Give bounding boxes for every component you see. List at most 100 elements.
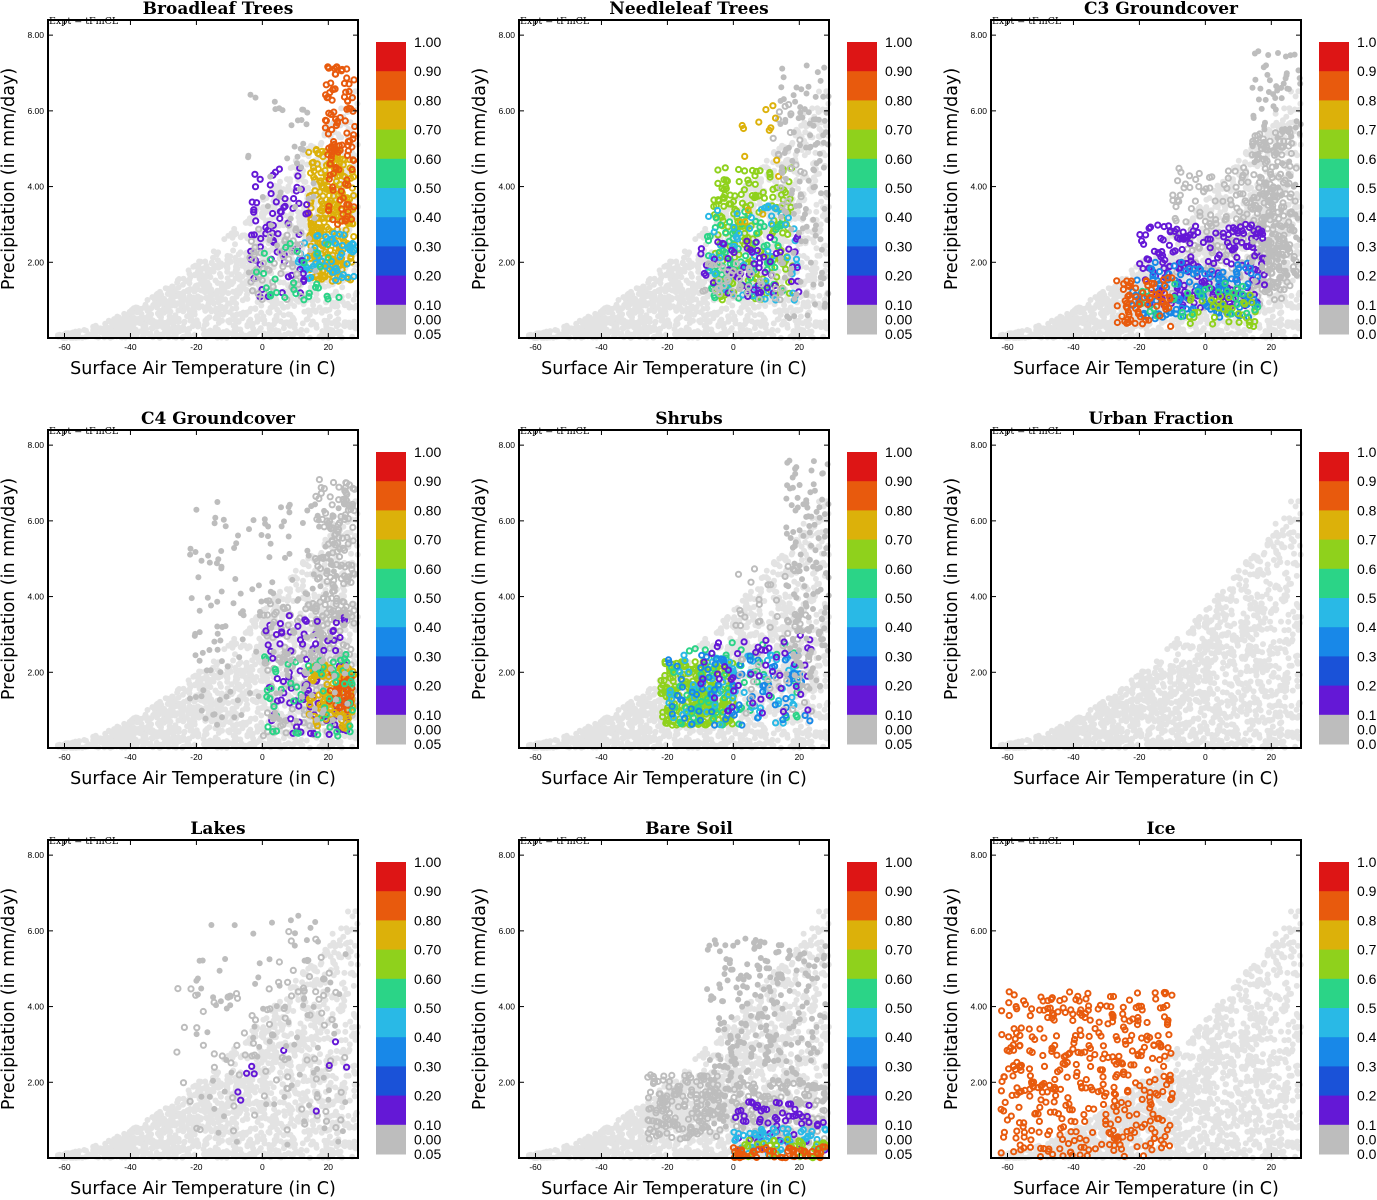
x-tick-label: -60 [58,342,71,352]
background-point [729,302,736,309]
background-point [313,324,320,331]
data-point [304,109,311,116]
data-point [816,157,823,164]
colorbar-label: 0.10 [414,297,441,313]
background-point [656,300,663,307]
background-point [589,323,596,330]
background-point [220,282,227,289]
y-axis-label: Precipitation (in mm/day) [470,68,490,290]
colorbar-label: 1.00 [885,34,912,50]
background-point [687,270,694,277]
background-point [257,325,264,332]
background-point [572,330,579,337]
background-point [259,205,266,212]
data-point [799,114,806,121]
background-point [232,266,239,273]
data-point [805,109,812,116]
data-point [821,303,828,310]
data-point [779,65,786,72]
colorbar-label: 0.90 [414,63,441,79]
background-point [232,241,238,248]
scatter-points [54,63,361,341]
background-point [702,322,709,329]
data-point [777,97,784,104]
data-point [821,205,828,212]
background-point [737,328,744,335]
data-point [245,152,252,159]
background-point [728,325,735,332]
colorbar-swatch [376,42,406,72]
data-point [800,215,807,222]
background-point [816,252,823,259]
y-tick-label: 4.00 [27,182,44,192]
background-point [249,320,256,327]
background-point [693,304,700,311]
background-point [794,324,801,330]
data-point [284,155,291,162]
data-point [294,241,301,248]
colorbar-label: 0.60 [885,151,912,167]
data-point [818,281,825,288]
colorbar-label: 0.10 [885,297,912,313]
data-point [294,117,301,124]
data-point [797,142,803,149]
background-point [675,269,682,276]
background-point [231,317,238,324]
background-point [335,316,342,323]
colorbar-label: 0.20 [885,268,912,284]
background-point [816,126,823,132]
background-point [232,330,239,337]
background-point [274,306,281,313]
data-point [810,184,817,191]
panel-title: Broadleaf Trees [143,0,294,19]
background-point [594,311,601,318]
background-point [161,330,168,337]
colorbar-swatch [376,275,406,306]
background-point [664,317,671,324]
background-point [747,185,754,192]
data-point [296,186,303,193]
data-point [289,260,296,267]
colorbar-swatch [847,158,877,189]
y-tick-label: 8.00 [27,30,44,40]
background-point [779,321,786,328]
background-point [582,331,589,338]
background-point [102,324,109,331]
background-point [745,330,751,337]
x-tick-label: -60 [529,342,542,352]
background-point [632,330,639,337]
background-point [729,316,736,322]
data-point [821,64,828,71]
data-point [818,190,824,197]
data-point [788,265,795,272]
background-point [651,275,658,282]
background-point [225,317,232,324]
background-point [717,308,724,315]
background-point [812,269,819,276]
y-tick-label: 6.00 [27,106,44,116]
background-point [620,294,627,301]
data-point [788,226,795,233]
background-point [554,327,560,334]
background-point [152,302,159,309]
background-point [162,285,169,292]
background-point [323,307,330,313]
background-point [258,302,265,309]
colorbar-label: 0.50 [414,180,441,196]
background-point [284,188,291,194]
background-point [810,174,817,181]
background-point [691,282,698,289]
data-point [247,91,254,98]
background-point [799,320,806,327]
data-point [805,83,812,90]
data-point [271,98,278,105]
background-point [231,225,238,232]
data-point [807,259,814,266]
background-point [258,309,265,316]
colorbar-label: 0.40 [885,209,912,225]
background-point [351,267,358,274]
background-point [212,324,219,331]
data-point [812,93,819,100]
background-point [762,303,769,309]
